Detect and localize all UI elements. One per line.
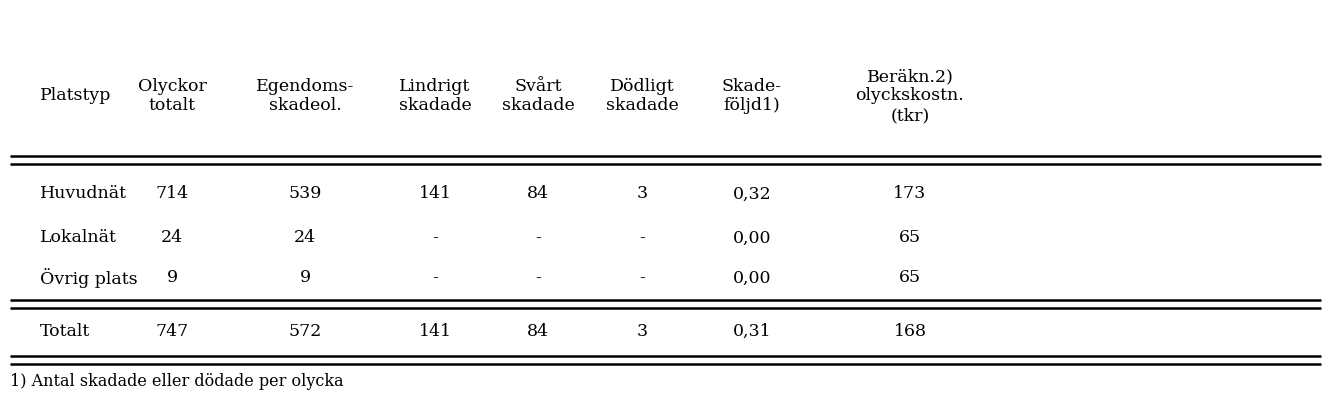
Text: 24: 24 (161, 230, 184, 246)
Text: 0,32: 0,32 (732, 185, 771, 202)
Text: 141: 141 (418, 185, 452, 202)
Text: 747: 747 (156, 322, 189, 339)
Text: Egendoms-
skadeol.: Egendoms- skadeol. (256, 78, 354, 114)
Text: 3: 3 (637, 322, 648, 339)
Text: Övrig plats: Övrig plats (40, 268, 138, 288)
Text: -: - (640, 270, 645, 286)
Text: Lokalnät: Lokalnät (40, 230, 117, 246)
Text: Dödligt
skadade: Dödligt skadade (606, 78, 679, 114)
Text: 572: 572 (288, 322, 322, 339)
Text: 0,00: 0,00 (732, 230, 771, 246)
Text: Totalt: Totalt (40, 322, 90, 339)
Text: Lindrigt
skadade: Lindrigt skadade (398, 78, 472, 114)
Text: 714: 714 (156, 185, 189, 202)
Text: 9: 9 (299, 270, 311, 286)
Text: 0,00: 0,00 (732, 270, 771, 286)
Text: 84: 84 (527, 322, 548, 339)
Text: 0,31: 0,31 (732, 322, 771, 339)
Text: -: - (535, 230, 540, 246)
Text: Huvudnät: Huvudnät (40, 185, 127, 202)
Text: Skade-
följd1): Skade- följd1) (721, 78, 782, 114)
Text: 141: 141 (418, 322, 452, 339)
Text: 1) Antal skadade eller dödade per olycka: 1) Antal skadade eller dödade per olycka (9, 373, 343, 390)
Text: 539: 539 (288, 185, 322, 202)
Text: 84: 84 (527, 185, 548, 202)
Text: -: - (432, 230, 439, 246)
Text: Olyckor
totalt: Olyckor totalt (138, 78, 207, 114)
Text: Platstyp: Platstyp (40, 88, 111, 105)
Text: -: - (432, 270, 439, 286)
Text: 168: 168 (893, 322, 927, 339)
Text: 65: 65 (898, 270, 921, 286)
Text: Svårt
skadade: Svårt skadade (502, 78, 574, 114)
Text: -: - (640, 230, 645, 246)
Text: -: - (535, 270, 540, 286)
Text: Beräkn.2)
olyckskostn.
(tkr): Beräkn.2) olyckskostn. (tkr) (856, 68, 964, 124)
Text: 173: 173 (893, 185, 927, 202)
Text: 9: 9 (166, 270, 177, 286)
Text: 3: 3 (637, 185, 648, 202)
Text: 65: 65 (898, 230, 921, 246)
Text: 24: 24 (294, 230, 316, 246)
